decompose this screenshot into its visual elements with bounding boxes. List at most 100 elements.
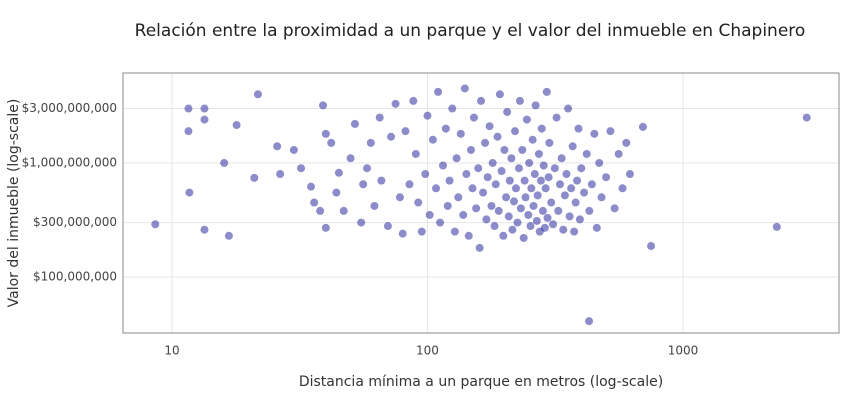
point [459, 210, 468, 219]
point [508, 225, 517, 234]
point [514, 164, 523, 173]
point [516, 204, 525, 213]
point [391, 99, 400, 108]
point [590, 129, 599, 138]
point [524, 210, 533, 219]
point [511, 184, 520, 193]
point [519, 233, 528, 242]
point [477, 96, 486, 105]
point [250, 173, 259, 182]
point [539, 161, 548, 170]
point [562, 170, 571, 179]
point [545, 138, 554, 147]
point [614, 149, 623, 158]
point [528, 135, 537, 144]
point [443, 201, 452, 210]
point [441, 124, 450, 133]
point [509, 197, 518, 206]
point [297, 164, 306, 173]
x-tick-label: 10 [164, 344, 179, 358]
point [515, 96, 524, 105]
point [414, 198, 423, 207]
point [638, 122, 647, 131]
point [533, 191, 542, 200]
point [497, 167, 506, 176]
point [500, 145, 509, 154]
point [585, 206, 594, 215]
point [542, 87, 551, 96]
point [456, 129, 465, 138]
chart-title: Relación entre la proximidad a un parque… [135, 21, 806, 41]
point [587, 180, 596, 189]
point [570, 227, 579, 236]
point [319, 101, 328, 110]
point [488, 158, 497, 167]
point [504, 212, 513, 221]
point [625, 170, 634, 179]
x-axis-label: Distancia mínima a un parque en metros (… [299, 374, 663, 390]
point [536, 176, 545, 185]
y-tick-label: $1,000,000,000 [22, 155, 117, 169]
point [339, 206, 348, 215]
point [487, 201, 496, 210]
point [567, 184, 576, 193]
point [448, 104, 457, 113]
point [499, 231, 508, 240]
point [518, 145, 527, 154]
point [802, 113, 811, 122]
point [530, 170, 539, 179]
point [494, 206, 503, 215]
grid [123, 73, 839, 333]
x-tick-label: 1000 [668, 344, 699, 358]
point [469, 113, 478, 122]
y-tick-label: $100,000,000 [33, 270, 117, 284]
point [529, 201, 538, 210]
point [560, 191, 569, 200]
point [554, 206, 563, 215]
point [423, 111, 432, 120]
point [232, 121, 241, 130]
point [535, 227, 544, 236]
point [200, 115, 209, 124]
point [573, 176, 582, 185]
point [526, 222, 535, 231]
point [310, 198, 319, 207]
point [409, 96, 418, 105]
point [151, 220, 160, 229]
point [366, 138, 375, 147]
point [321, 129, 330, 138]
point [555, 180, 564, 189]
point [582, 149, 591, 158]
point [552, 113, 561, 122]
plot-border [122, 72, 840, 334]
point [273, 142, 282, 151]
point [557, 154, 566, 163]
point [307, 182, 316, 191]
point [531, 101, 540, 110]
point [597, 193, 606, 202]
point [334, 168, 343, 177]
point [503, 107, 512, 116]
point [564, 104, 573, 113]
point [580, 188, 589, 197]
point [398, 229, 407, 238]
point [405, 180, 414, 189]
point [481, 138, 490, 147]
point [387, 132, 396, 141]
point [537, 124, 546, 133]
point [370, 201, 379, 210]
point [316, 206, 325, 215]
point [200, 104, 209, 113]
point [592, 223, 601, 232]
point [525, 158, 534, 167]
point [425, 210, 434, 219]
point [502, 193, 511, 202]
points [151, 84, 811, 326]
point [577, 164, 586, 173]
point [432, 184, 441, 193]
point [472, 204, 481, 213]
point [510, 127, 519, 136]
point [454, 193, 463, 202]
point [464, 231, 473, 240]
point [520, 176, 529, 185]
